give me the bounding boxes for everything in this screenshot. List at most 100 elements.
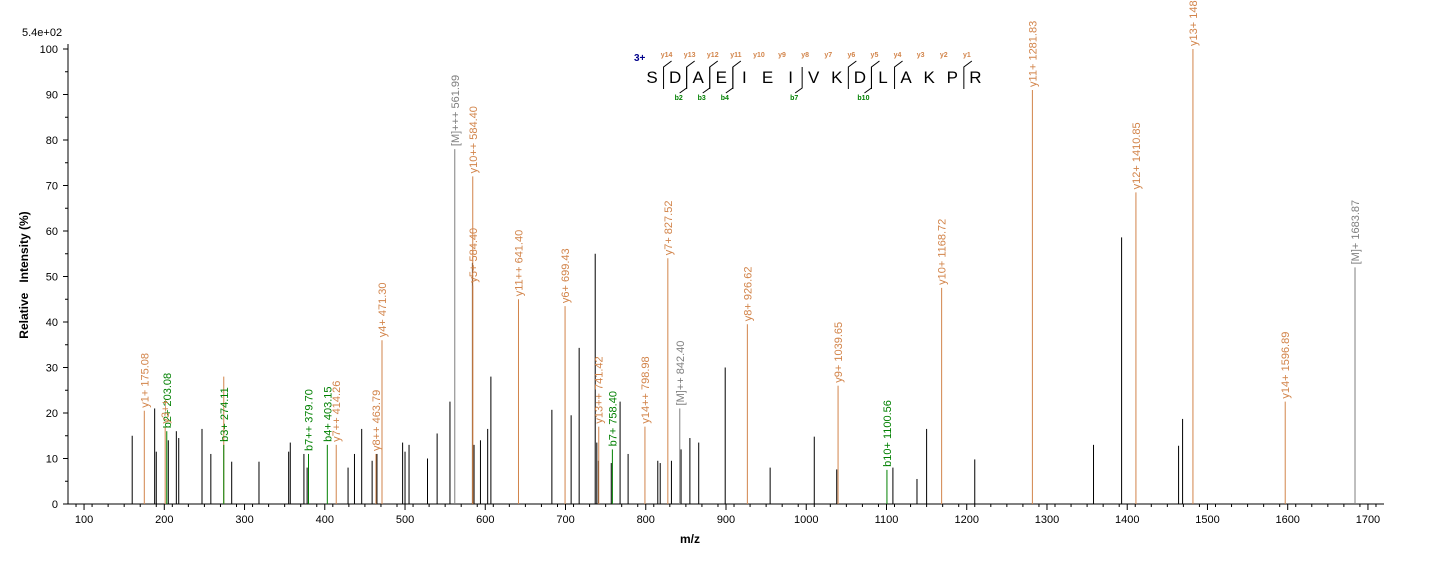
peak-label: y8+ 926.62 xyxy=(742,267,754,322)
b-ion-bracket xyxy=(794,67,803,94)
x-tick-label: 200 xyxy=(155,514,173,526)
x-tick-label: 100 xyxy=(75,514,93,526)
y-ion-bracket xyxy=(847,60,857,89)
y-ion-label: y13 xyxy=(684,52,696,59)
y-ion-label: y12 xyxy=(707,52,719,59)
peak-label: y11+ 1281.83 xyxy=(1027,21,1039,87)
y-tick-label: 100 xyxy=(40,44,58,56)
sequence-residue: R xyxy=(969,68,981,87)
peak-label: b7+ 758.40 xyxy=(607,391,619,446)
y-axis-ticks: 0 10 20 30 40 50 60 70 80 90 100 xyxy=(40,44,68,511)
b-ion-bracket xyxy=(864,67,872,94)
b-ion-bracket xyxy=(725,67,734,94)
y-ion-label: y8 xyxy=(801,52,809,59)
y-ion-label: y5 xyxy=(871,52,879,59)
sequence-residue: S xyxy=(646,68,657,87)
peak-label: y13++ 741.42 xyxy=(594,356,606,423)
x-tick-label: 1300 xyxy=(1035,514,1059,526)
y-tick-label: 70 xyxy=(46,181,58,193)
peak-label: y11++ 641.40 xyxy=(513,230,525,296)
y-ion-bracket xyxy=(963,60,973,89)
peak-bars xyxy=(131,49,1356,504)
y-tick-label: 50 xyxy=(46,272,58,284)
y-tick-label: 60 xyxy=(46,226,58,238)
x-tick-label: 700 xyxy=(556,514,574,526)
sequence-residue: I xyxy=(742,68,747,87)
peak-label: y8++ 463.79 xyxy=(371,390,383,451)
scale-label: 5.4e+02 xyxy=(22,27,62,39)
b-ion-label: b2 xyxy=(675,95,683,102)
b-ion-label: b7 xyxy=(790,95,798,102)
sequence-residue: I xyxy=(788,68,793,87)
x-axis-ticks: 100 200 300 400 500 600 700 800 900 1000 1100 1200 1… xyxy=(75,504,1380,526)
peak-label: b3+ 274.11 xyxy=(219,387,231,442)
x-tick-label: 300 xyxy=(235,514,253,526)
peak-label: y10++ 584.40 xyxy=(468,106,480,173)
y-ion-label: y4 xyxy=(894,52,902,59)
x-tick-label: 1400 xyxy=(1115,514,1139,526)
y-ion-label: y1 xyxy=(963,52,971,59)
peak-label: y3++ xyxy=(160,399,172,423)
x-tick-label: 900 xyxy=(717,514,735,526)
peak-label: y7+ 827.52 xyxy=(663,201,675,256)
x-tick-label: 1700 xyxy=(1356,514,1380,526)
charge-state: 3+ xyxy=(634,53,646,64)
peak-label: y12+ 1410.85 xyxy=(1131,122,1143,189)
x-tick-label: 600 xyxy=(476,514,494,526)
peak-label: [M]+ 1683.87 xyxy=(1350,200,1362,265)
peak-label: y5+ 584.40 xyxy=(468,228,480,283)
sequence-residue: A xyxy=(900,68,912,87)
y-ion-bracket xyxy=(663,60,672,89)
peak-label: y4+ 471.30 xyxy=(377,282,389,337)
y-tick-label: 30 xyxy=(46,363,58,375)
x-tick-label: 800 xyxy=(637,514,655,526)
sequence-residue: A xyxy=(693,68,705,87)
y-tick-label: 90 xyxy=(46,90,58,102)
sequence-residue: P xyxy=(947,68,958,87)
peak-label: y7++ 414.26 xyxy=(331,381,343,442)
peak-label: y13+ 1481.90 xyxy=(1188,0,1200,46)
x-axis-title: m/z xyxy=(680,532,700,546)
b-ion-bracket xyxy=(702,67,711,94)
y-ion-bracket xyxy=(732,60,742,89)
y-ion-bracket xyxy=(894,60,903,89)
y-tick-label: 10 xyxy=(46,454,58,466)
x-tick-label: 1000 xyxy=(794,514,818,526)
peak-label: b10+ 1100.56 xyxy=(882,400,894,467)
peak-label: b4+ 403.15 xyxy=(322,386,334,441)
y-ion-label: y7 xyxy=(824,52,832,59)
y-tick-label: 20 xyxy=(46,408,58,420)
y-tick-label: 0 xyxy=(52,499,58,511)
y-tick-label: 40 xyxy=(46,317,58,329)
x-tick-label: 1600 xyxy=(1275,514,1299,526)
peak-label: y14++ 798.98 xyxy=(640,356,652,423)
y-ion-label: y3 xyxy=(917,52,925,59)
sequence-residue: D xyxy=(669,68,681,87)
sequence-residue: E xyxy=(762,68,773,87)
b-ion-label: b3 xyxy=(698,95,706,102)
y-ion-label: y9 xyxy=(778,52,786,59)
x-tick-label: 400 xyxy=(316,514,334,526)
sequence-residue: E xyxy=(716,68,727,87)
x-tick-label: 500 xyxy=(396,514,414,526)
x-tick-label: 1100 xyxy=(875,514,899,526)
x-tick-label: 1200 xyxy=(954,514,978,526)
y-tick-label: 80 xyxy=(46,135,58,147)
peak-label: y10+ 1168.72 xyxy=(937,219,949,285)
b-ion-bracket xyxy=(679,67,688,94)
b-ion-label: b10 xyxy=(857,95,869,102)
peak-label: y14+ 1596.89 xyxy=(1280,332,1292,399)
peak-label: y1+ 175.08 xyxy=(139,353,151,408)
y-ion-label: y2 xyxy=(940,52,948,59)
y-ion-label: y14 xyxy=(661,52,673,59)
peak-label: b2+ 203.08 xyxy=(162,373,174,428)
y-ion-label: y6 xyxy=(847,52,855,59)
peak-label: b7++ 379.70 xyxy=(303,389,315,451)
peak-label: y9+ 1039.65 xyxy=(833,322,845,383)
y-ion-label: y10 xyxy=(753,52,765,59)
y-ion-label: y11 xyxy=(730,52,741,59)
y-axis-title: Relative Intensity (%) xyxy=(17,211,31,338)
